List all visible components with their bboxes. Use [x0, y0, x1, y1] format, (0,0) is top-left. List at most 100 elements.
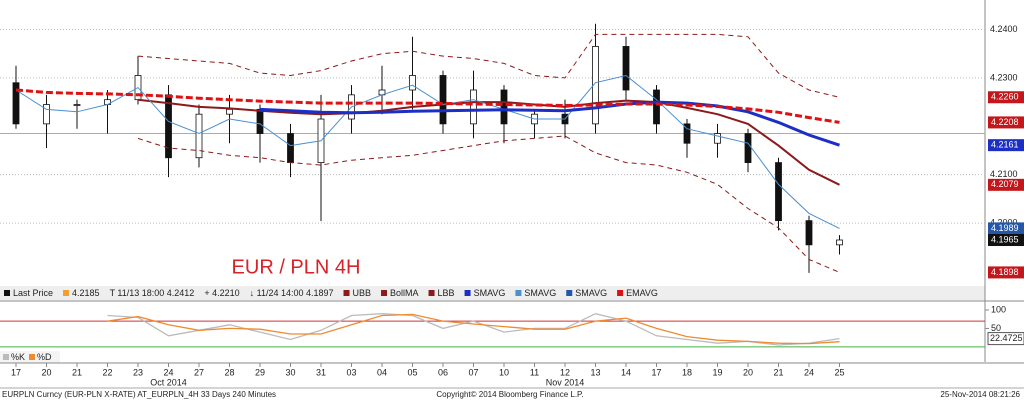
candle-body — [73, 104, 81, 106]
legend-swatch — [343, 290, 350, 296]
candle-body — [714, 133, 721, 144]
x-tick-label: 17 — [651, 367, 661, 377]
candle-body — [287, 133, 294, 163]
x-tick-label: 25 — [834, 367, 844, 377]
osc-legend-swatch — [29, 354, 35, 360]
price-tag-label: 4.1965 — [991, 234, 1019, 244]
month-label: Oct 2014 — [150, 377, 187, 387]
x-tick-label: 22 — [102, 367, 112, 377]
x-tick-label: 05 — [407, 367, 417, 377]
price-tag-label: 4.2079 — [991, 179, 1019, 189]
x-tick-label: 13 — [590, 367, 600, 377]
legend-label: Last Price — [13, 288, 53, 298]
candle-body — [500, 89, 508, 125]
legend-swatch — [464, 290, 471, 296]
osc-legend-label: %K — [11, 352, 25, 362]
x-tick-label: 04 — [377, 367, 387, 377]
price-tag — [988, 222, 1024, 235]
candle-body — [256, 108, 264, 134]
price-tag — [988, 91, 1024, 104]
osc-tick-label: 100 — [991, 304, 1006, 314]
candle-body — [226, 108, 233, 115]
indicator-line — [259, 100, 840, 147]
osc-legend-label: %D — [37, 352, 52, 362]
footer-right: 25-Nov-2014 08:21:26 — [940, 390, 1020, 399]
x-tick-label: 28 — [224, 367, 234, 377]
legend-swatch — [63, 290, 70, 296]
x-tick-label: 18 — [682, 367, 692, 377]
candle-body — [409, 75, 416, 91]
legend-label: EMAVG — [626, 288, 658, 298]
x-tick-label: 23 — [133, 367, 143, 377]
indicator-line — [15, 88, 840, 124]
legend-label: BollMA — [390, 288, 419, 298]
osc-line — [107, 313, 840, 346]
legend-label: SMAVG — [524, 288, 556, 298]
osc-tag-label: 22.4725 — [990, 333, 1023, 343]
candle-body — [744, 133, 752, 163]
legend-swatch — [515, 290, 522, 296]
price-tag — [988, 178, 1024, 191]
price-tag-label: 4.2208 — [991, 117, 1019, 127]
legend-label: SMAVG — [575, 288, 607, 298]
x-tick-label: 14 — [621, 367, 631, 377]
candle-body — [470, 89, 477, 125]
candle-body — [683, 123, 691, 144]
indicator-line — [137, 135, 840, 273]
legend-swatch — [4, 290, 10, 296]
x-tick-label: 07 — [468, 367, 478, 377]
legend-label: LBB — [438, 288, 455, 298]
candle-body — [805, 220, 813, 246]
price-tag — [988, 266, 1024, 279]
legend-label: 4.2185 — [72, 288, 100, 298]
x-tick-label: 27 — [194, 367, 204, 377]
price-tag — [988, 139, 1024, 152]
legend-swatch — [381, 290, 388, 296]
price-tag-label: 4.2161 — [991, 140, 1019, 150]
y-tick-label: 4.2100 — [990, 169, 1018, 179]
price-tag-label: 4.2260 — [991, 92, 1019, 102]
candle-body — [653, 89, 660, 125]
legend-label: ↓ 11/24 14:00 4.1897 — [250, 288, 334, 298]
candle-body — [12, 82, 20, 125]
osc-legend-swatch — [3, 354, 9, 360]
osc-line — [107, 313, 840, 345]
legend-bar — [0, 286, 985, 300]
osc-tag — [987, 332, 1024, 346]
x-tick-label: 31 — [316, 367, 326, 377]
x-tick-label: 20 — [743, 367, 753, 377]
price-tag — [988, 234, 1024, 246]
candle-body — [622, 46, 630, 91]
candle-body — [775, 162, 782, 222]
osc-tick-label: 50 — [991, 323, 1001, 333]
candle-body — [43, 104, 50, 125]
x-tick-label: 03 — [346, 367, 356, 377]
chart-title: EUR / PLN 4H — [232, 256, 361, 278]
x-tick-label: 20 — [41, 367, 51, 377]
price-tag — [988, 116, 1024, 129]
y-tick-label: 4.2300 — [990, 72, 1018, 82]
legend-swatch — [566, 290, 573, 296]
indicator-line — [137, 33, 840, 98]
legend-label: SMAVG — [474, 288, 506, 298]
legend-label: + 4.2210 — [204, 288, 239, 298]
x-tick-label: 21 — [72, 367, 82, 377]
price-tag-label: 4.1989 — [991, 223, 1019, 233]
candle-body — [195, 113, 203, 159]
footer-center: Copyright© 2014 Bloomberg Finance L.P. — [436, 390, 583, 399]
month-label: Nov 2014 — [546, 377, 585, 387]
x-tick-label: 24 — [804, 367, 814, 377]
x-tick-label: 17 — [11, 367, 21, 377]
x-tick-label: 21 — [773, 367, 783, 377]
candle-body — [439, 75, 447, 125]
price-tag-label: 4.1898 — [991, 267, 1019, 277]
legend-swatch — [428, 290, 435, 296]
indicator-line — [15, 74, 840, 229]
x-tick-label: 12 — [560, 367, 570, 377]
legend-label: T 11/13 18:00 4.2412 — [110, 288, 195, 298]
candle-body — [592, 46, 599, 125]
indicator-line — [137, 98, 840, 186]
x-tick-label: 19 — [712, 367, 722, 377]
